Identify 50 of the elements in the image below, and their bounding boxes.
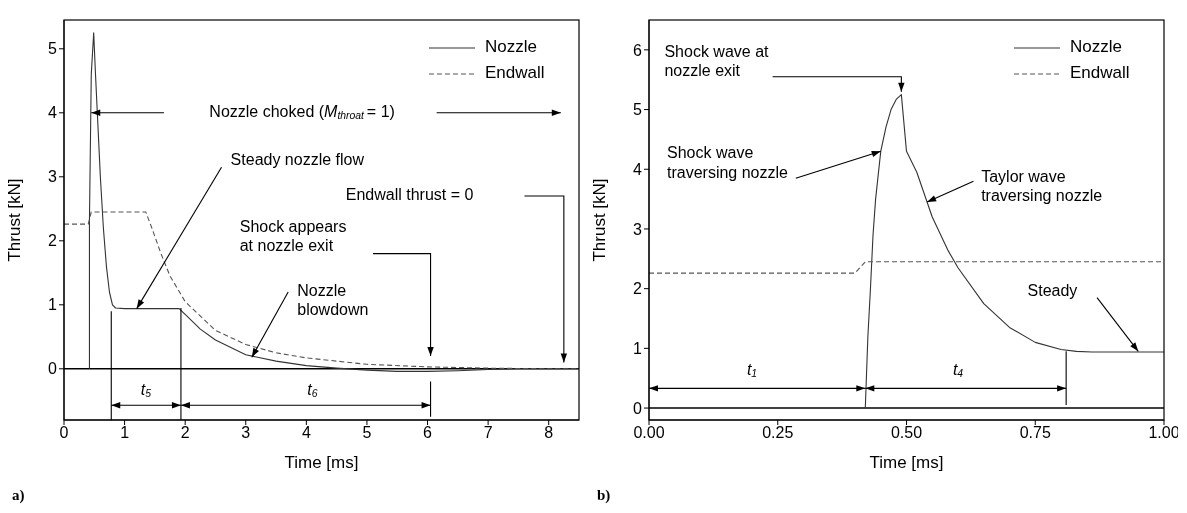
y-tick-label: 3 (633, 220, 643, 238)
x-tick-label: 3 (241, 424, 251, 442)
annotation: Steady (1027, 281, 1078, 299)
annotation: t$_{4}$ (952, 361, 964, 379)
y-tick-label: 1 (633, 340, 643, 358)
y-tick-label: 5 (48, 40, 58, 58)
y-tick-label: 4 (633, 160, 643, 178)
x-tick-label: 2 (180, 424, 190, 442)
x-tick-label: 8 (544, 424, 554, 442)
line-series (88, 32, 579, 372)
annotation: Endwall thrust = 0 (345, 186, 474, 204)
x-axis-title: Time [ms] (869, 453, 944, 472)
annotation: t$_{1}$ (746, 361, 758, 379)
x-tick-label: 1 (120, 424, 130, 442)
legend-label: Nozzle (485, 37, 537, 57)
y-tick-label: 2 (633, 280, 643, 298)
annotation: Nozzle choked (M$_{throat}$ = 1) (209, 103, 395, 121)
y-tick-label: 1 (48, 296, 58, 314)
y-tick-label: 5 (633, 101, 643, 119)
x-tick-label: 6 (423, 424, 433, 442)
y-axis-title: Thrust [kN] (5, 178, 25, 262)
y-tick-label: 3 (48, 168, 58, 186)
x-axis-title: Time [ms] (284, 453, 359, 472)
legend-label: Endwall (1070, 63, 1130, 83)
legend-label: Endwall (485, 63, 545, 83)
x-tick-label: 4 (301, 424, 311, 442)
x-tick-label: 0 (59, 424, 69, 442)
y-tick-label: 6 (633, 41, 643, 59)
text: a) (12, 487, 25, 504)
annotation: t$_{5}$ (140, 381, 152, 399)
annotation: Taylor wave traversing nozzle (981, 168, 1103, 205)
x-tick-label: 0.25 (762, 424, 794, 442)
annotation: Shock wave traversing nozzle (667, 144, 789, 181)
y-tick-label: 0 (633, 399, 643, 417)
annotation: Steady nozzle flow (230, 151, 365, 169)
x-tick-label: 5 (362, 424, 372, 442)
annotation: t$_{6}$ (307, 381, 318, 399)
annotation: Nozzle blowdown (297, 282, 369, 319)
x-tick-label: 0.00 (633, 424, 665, 442)
y-tick-label: 0 (48, 360, 58, 378)
annotation: Shock appears at nozzle exit (239, 218, 347, 255)
text: b) (597, 487, 611, 504)
y-tick-label: 2 (48, 232, 58, 250)
x-tick-label: 0.50 (890, 424, 923, 442)
annotation: Shock wave at nozzle exit (664, 43, 770, 80)
y-tick-label: 4 (48, 104, 58, 122)
legend-label: Nozzle (1070, 37, 1122, 57)
x-tick-label: 7 (483, 424, 493, 442)
x-tick-label: 0.75 (1019, 424, 1051, 442)
y-axis-title: Thrust [kN] (590, 178, 610, 262)
